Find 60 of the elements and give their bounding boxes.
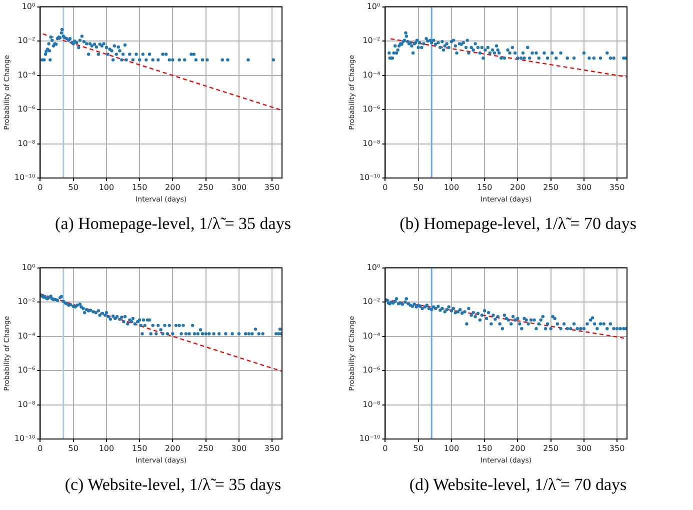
- x-tick-label: 250: [543, 182, 558, 192]
- x-tick-label: 0: [38, 444, 43, 453]
- text: (a) Homepage-level, 1/λ̃ = 35 days: [54, 214, 292, 234]
- y-tick-label: 10⁻⁸: [18, 138, 36, 148]
- y-tick-label: 10⁻⁶: [18, 366, 36, 375]
- text: (c) Website-level, 1/λ̃ = 35 days: [64, 475, 282, 495]
- y-tick-label: 10⁻⁴: [18, 70, 36, 80]
- x-tick-label: 200: [165, 182, 180, 192]
- y-tick-label: 10⁻⁶: [362, 104, 380, 114]
- x-tick-label: 150: [132, 182, 148, 192]
- y-tick-label: 10⁻¹⁰: [359, 434, 380, 444]
- x-tick-label: 150: [476, 182, 492, 192]
- x-tick-label: 150: [132, 444, 148, 453]
- x-tick-label: 300: [576, 182, 592, 192]
- y-tick-label: 10⁻⁶: [18, 104, 36, 114]
- x-tick-label: 300: [231, 182, 247, 192]
- y-tick-label: 10⁻²: [362, 36, 380, 46]
- y-tick-label: 10⁻²: [362, 297, 380, 306]
- x-tick-label: 250: [198, 182, 214, 192]
- x-tick-label: 300: [576, 444, 592, 453]
- y-tick-label: 10⁻²: [18, 36, 36, 46]
- x-tick-label: 200: [165, 444, 180, 453]
- y-tick-label: 10⁻²: [18, 297, 36, 306]
- y-tick-label: 10⁻⁸: [362, 400, 380, 409]
- x-tick-label: 100: [98, 182, 114, 192]
- x-tick-label: 50: [413, 182, 424, 192]
- text: (d) Website-level, 1/λ̃ = 70 days: [408, 475, 628, 495]
- y-tick-label: 10⁻⁶: [362, 366, 380, 375]
- x-tick-label: 100: [444, 182, 460, 192]
- y-tick-label: 10⁻⁴: [18, 331, 36, 340]
- x-tick-label: 250: [543, 444, 558, 453]
- y-tick-label: 10⁰: [22, 262, 36, 272]
- x-tick-label: 100: [444, 444, 460, 453]
- y-tick-label: 10⁻⁴: [362, 331, 380, 340]
- x-tick-label: 0: [38, 182, 43, 192]
- y-tick-label: 10⁻⁴: [362, 70, 380, 80]
- text: (b) Homepage-level, 1/λ̃ = 70 days: [398, 214, 638, 234]
- x-tick-label: 350: [609, 182, 625, 192]
- y-tick-label: 10⁻¹⁰: [359, 173, 380, 182]
- x-tick-label: 50: [68, 444, 78, 453]
- x-tick-label: 200: [510, 182, 526, 192]
- x-tick-label: 0: [382, 182, 388, 192]
- y-tick-label: 10⁻¹⁰: [14, 173, 36, 182]
- y-tick-label: 10⁻⁸: [362, 138, 380, 148]
- x-tick-label: 0: [382, 444, 388, 453]
- y-tick-label: 10⁻¹⁰: [14, 434, 36, 444]
- x-tick-label: 350: [264, 182, 280, 192]
- x-tick-label: 50: [413, 444, 424, 453]
- x-tick-label: 350: [264, 444, 280, 453]
- y-tick-label: 10⁰: [366, 2, 380, 11]
- y-tick-label: 10⁰: [22, 2, 36, 11]
- x-tick-label: 350: [609, 444, 625, 453]
- x-tick-label: 200: [510, 444, 526, 453]
- x-tick-label: 150: [476, 444, 492, 453]
- x-tick-label: 100: [98, 444, 114, 453]
- x-tick-label: 50: [68, 182, 78, 192]
- x-tick-label: 300: [231, 444, 247, 453]
- x-tick-label: 250: [198, 444, 214, 453]
- y-tick-label: 10⁰: [366, 262, 380, 272]
- y-tick-label: 10⁻⁸: [18, 400, 36, 409]
